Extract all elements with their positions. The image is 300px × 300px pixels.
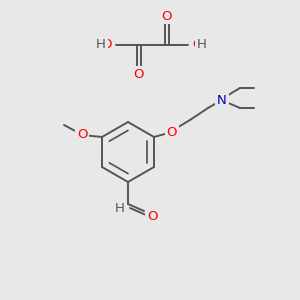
Text: O: O [101,38,112,52]
Text: N: N [217,94,227,106]
Text: H: H [96,38,106,52]
Text: O: O [167,125,177,139]
Text: O: O [133,68,143,80]
Text: H: H [197,38,207,52]
Text: O: O [147,209,157,223]
Text: O: O [77,128,87,142]
Text: O: O [161,10,171,22]
Text: O: O [192,38,202,52]
Text: H: H [115,202,125,215]
